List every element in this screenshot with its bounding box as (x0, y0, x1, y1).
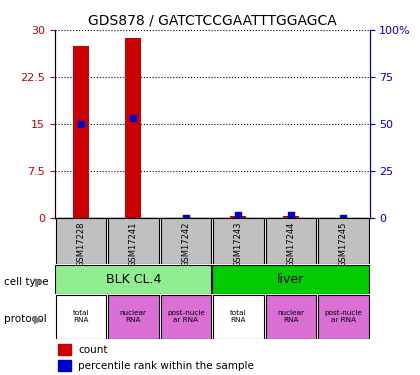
Text: nuclear
RNA: nuclear RNA (277, 310, 304, 323)
Text: BLK CL.4: BLK CL.4 (106, 273, 161, 286)
FancyBboxPatch shape (265, 295, 316, 339)
FancyBboxPatch shape (212, 265, 369, 294)
Text: protocol: protocol (4, 315, 47, 324)
Bar (126, 38, 141, 218)
FancyBboxPatch shape (318, 295, 369, 339)
FancyBboxPatch shape (55, 218, 106, 264)
FancyBboxPatch shape (318, 218, 369, 264)
Text: GSM17244: GSM17244 (286, 221, 295, 267)
Bar (73, 46, 89, 218)
Text: post-nucle
ar RNA: post-nucle ar RNA (167, 310, 205, 323)
Bar (283, 216, 299, 217)
Text: liver: liver (277, 273, 304, 286)
FancyBboxPatch shape (265, 218, 316, 264)
Text: ▶: ▶ (34, 315, 42, 324)
Text: total
RNA: total RNA (230, 310, 247, 323)
Point (77, 121, 84, 127)
Text: GSM17243: GSM17243 (234, 221, 243, 267)
FancyBboxPatch shape (160, 218, 211, 264)
Point (130, 115, 137, 121)
FancyBboxPatch shape (55, 265, 211, 294)
Text: GSM17242: GSM17242 (181, 221, 190, 267)
Text: ▶: ▶ (35, 277, 43, 287)
Point (182, 214, 189, 220)
Text: GSM17245: GSM17245 (339, 221, 348, 267)
Bar (58, 344, 71, 355)
Text: GSM17228: GSM17228 (76, 221, 85, 267)
FancyBboxPatch shape (213, 295, 264, 339)
Text: cell type: cell type (4, 277, 49, 287)
Point (288, 211, 294, 217)
FancyBboxPatch shape (160, 295, 211, 339)
Point (340, 214, 347, 220)
FancyBboxPatch shape (55, 295, 106, 339)
Text: nuclear
RNA: nuclear RNA (120, 310, 147, 323)
FancyBboxPatch shape (108, 218, 159, 264)
Point (235, 211, 242, 217)
Text: post-nucle
ar RNA: post-nucle ar RNA (324, 310, 362, 323)
Text: count: count (78, 345, 108, 355)
Bar (231, 216, 246, 217)
FancyBboxPatch shape (213, 218, 264, 264)
Title: GDS878 / GATCTCCGAATTTGGAGCA: GDS878 / GATCTCCGAATTTGGAGCA (88, 13, 336, 27)
Text: percentile rank within the sample: percentile rank within the sample (78, 361, 254, 371)
Bar (58, 360, 71, 371)
Text: total
RNA: total RNA (73, 310, 89, 323)
FancyBboxPatch shape (108, 295, 159, 339)
Text: GSM17241: GSM17241 (129, 221, 138, 267)
